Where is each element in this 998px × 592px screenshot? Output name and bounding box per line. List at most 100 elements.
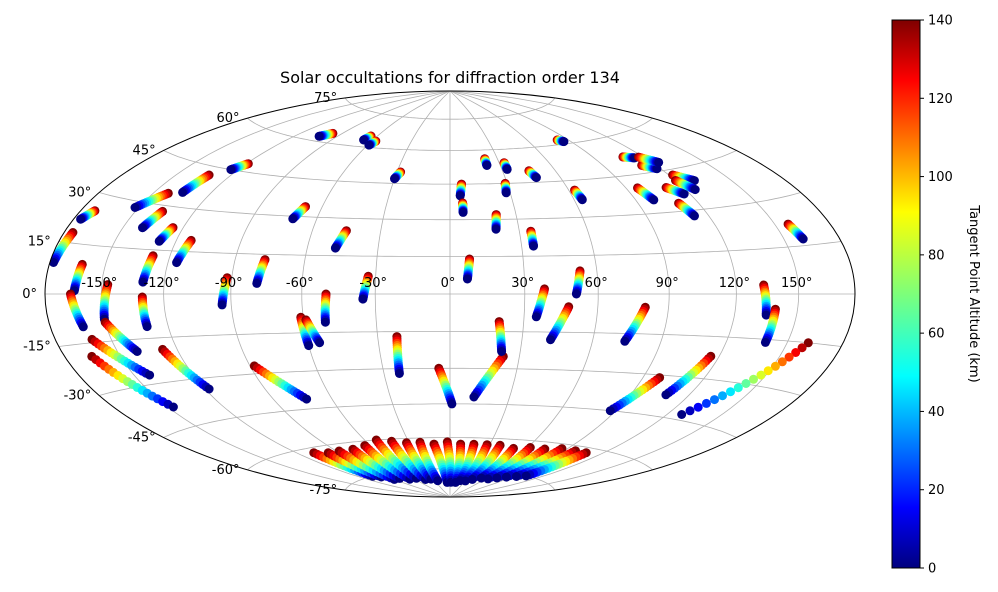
graticule	[45, 91, 855, 497]
occultation-point	[620, 336, 630, 346]
occultation-point	[798, 234, 808, 244]
occultation-point	[358, 294, 368, 304]
occultation-point	[168, 402, 178, 412]
occultation-point	[288, 214, 298, 224]
occultation-point	[690, 211, 699, 221]
occultation-point	[364, 140, 374, 150]
latitude-tick-label: 45°	[133, 144, 156, 159]
occultation-point	[502, 164, 512, 174]
occultation-point	[649, 195, 659, 205]
occultation-point	[252, 278, 262, 288]
occultation-point	[677, 410, 687, 419]
occultation-point	[482, 161, 492, 170]
parallel-line	[247, 437, 653, 471]
latitude-tick-label: 0°	[22, 287, 37, 302]
occultation-point	[394, 369, 404, 378]
occultation-point	[679, 189, 689, 199]
colorbar-tick-label: 140	[928, 14, 953, 29]
latitude-tick-label: -75°	[309, 483, 337, 498]
occultation-point	[559, 137, 569, 147]
occultation-point	[76, 214, 86, 224]
occultation-point	[172, 258, 182, 268]
occultation-point	[749, 374, 758, 384]
longitude-tick-labels: -150° -120° -90° -60° -30° 0° 30° 60° 90° 120° 150…	[81, 276, 812, 291]
occultation-point	[49, 258, 58, 267]
occultation-point	[756, 370, 766, 380]
occultation-point	[492, 473, 502, 483]
occultation-point	[501, 188, 511, 198]
occultation-point	[302, 394, 312, 404]
occultation-point	[178, 187, 188, 197]
occultation-point	[521, 471, 531, 481]
occultation-point	[761, 310, 771, 320]
longitude-tick-label: -60°	[286, 276, 314, 291]
occultation-point	[315, 338, 325, 348]
occultation-point	[467, 474, 477, 484]
colorbar-tick-label: 20	[928, 483, 945, 498]
occultation-point	[803, 338, 813, 348]
occultation-tracks	[49, 128, 813, 487]
latitude-tick-label: 75°	[314, 91, 337, 106]
parallel-line	[99, 192, 801, 221]
occultation-point	[138, 277, 148, 287]
occultation-point	[204, 384, 214, 394]
occultation-point	[733, 383, 743, 393]
occultation-point	[770, 361, 780, 371]
occultation-point	[460, 476, 470, 486]
occultation-point	[531, 173, 541, 183]
occultation-point	[726, 387, 735, 397]
occultation-point	[462, 274, 472, 284]
occultation-point	[605, 406, 615, 416]
occultation-point	[701, 398, 711, 408]
colorbar-gradient	[891, 19, 921, 569]
colorbar-tick-label: 0	[928, 562, 936, 577]
occultation-point	[531, 312, 541, 322]
latitude-tick-label: -30°	[64, 389, 92, 404]
occultation-point	[577, 195, 587, 205]
map-plot-area: -150° -120° -90° -60° -30° 0° 30° 60° 90° 120° 150…	[22, 90, 856, 498]
parallel-line	[344, 97, 556, 120]
latitude-tick-label: -45°	[128, 431, 156, 446]
longitude-tick-label: 120°	[719, 276, 750, 291]
occultation-point	[497, 347, 507, 356]
occultation-point	[501, 472, 511, 482]
occultation-point	[226, 165, 236, 175]
occultation-point	[476, 473, 486, 483]
occultation-point	[760, 337, 770, 347]
parallel-line	[58, 241, 842, 257]
occultation-point	[693, 402, 703, 412]
occultation-point	[145, 370, 155, 380]
occultation-point	[529, 241, 538, 251]
parallel-line	[247, 117, 653, 151]
occultation-point	[661, 390, 671, 400]
longitude-tick-label: -150°	[81, 276, 117, 291]
occultation-point	[483, 474, 493, 484]
occultation-point	[797, 343, 807, 353]
longitude-tick-label: 30°	[511, 276, 534, 291]
occultation-point	[710, 395, 719, 405]
occultation-point	[330, 243, 340, 253]
occultation-point	[685, 406, 695, 416]
occultation-point	[690, 185, 700, 195]
occultation-point	[741, 379, 751, 388]
longitude-tick-label: 90°	[656, 276, 679, 291]
colorbar-tick-label: 40	[928, 405, 945, 420]
occultation-point	[689, 176, 699, 186]
occultation-point	[433, 476, 443, 486]
longitude-tick-label: -30°	[359, 276, 387, 291]
occultation-point	[320, 317, 330, 327]
occultation-point	[390, 174, 399, 184]
occultation-point	[491, 224, 501, 234]
colorbar-tick-label: 120	[928, 92, 953, 107]
occultation-point	[763, 366, 773, 376]
occultation-point	[511, 472, 521, 481]
chart-title: Solar occultations for diffraction order…	[280, 68, 620, 87]
map-boundary	[44, 90, 856, 498]
colorbar-tick-label: 100	[928, 170, 953, 185]
longitude-tick-label: -120°	[144, 276, 180, 291]
parallel-line	[58, 331, 842, 347]
latitude-tick-label: -15°	[23, 340, 51, 355]
occultation-point	[142, 322, 152, 332]
occultation-point	[469, 392, 479, 402]
